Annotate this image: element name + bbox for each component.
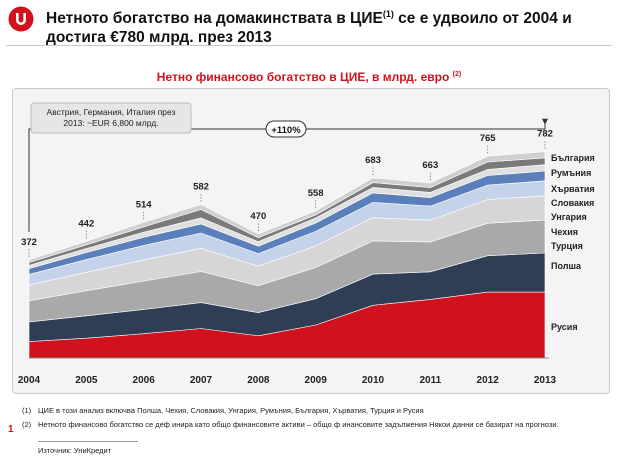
area-bulgaria: [28, 151, 546, 263]
annotation-box: [30, 102, 192, 134]
growth-badge: [265, 120, 307, 138]
total-data-label: 765: [480, 133, 497, 144]
page-number: 1: [8, 424, 14, 435]
x-tick-label: 2004: [18, 375, 41, 386]
total-data-label: 470: [250, 211, 266, 222]
growth-label: +110%: [271, 125, 301, 136]
total-data-label: 514: [136, 199, 153, 210]
x-tick-label: 2008: [247, 375, 270, 386]
chart-panel: 2004 2005 2006 2007 2008 2009 2010 2011 2012 2013…: [12, 88, 610, 394]
unicredit-logo-icon: [8, 6, 34, 32]
source-text: Източник: УниКредит: [38, 446, 112, 455]
x-tick-label: 2005: [75, 375, 98, 386]
x-tick-label: 2012: [477, 375, 500, 386]
chart-title: Нетно финансово богатство в ЦИЕ, в млрд.…: [156, 70, 462, 84]
series-label-romania: Румъния: [551, 168, 591, 178]
total-data-label: 683: [365, 155, 381, 166]
footnote-1: (1) ЦИЕ в този анализ включва Полша, Чех…: [22, 406, 424, 415]
annotation-text: Австрия, Германия, Италия през 2013: ~EUR…: [47, 107, 176, 128]
x-tick-label: 2006: [133, 375, 156, 386]
page-title: Нетното богатство на домакинствата в ЦИЕ…: [46, 9, 572, 47]
series-label-croatia: Хърватия: [551, 184, 595, 194]
series-label-czech: Чехия: [551, 227, 578, 237]
stacked-area-chart: 2004 2005 2006 2007 2008 2009 2010 2011 2012 2013…: [18, 102, 595, 386]
total-data-label: 663: [422, 160, 438, 171]
footnotes: (1) ЦИЕ в този анализ включва Полша, Чех…: [22, 406, 602, 430]
x-tick-label: 2007: [190, 375, 213, 386]
series-label-russia: Русия: [551, 322, 578, 332]
total-data-label: 782: [537, 129, 553, 140]
series-label-hungary: Унгария: [551, 212, 587, 222]
source-divider: [38, 441, 138, 442]
footnote-2: (2) Нетното финансово богатство се деф и…: [22, 420, 559, 429]
series-label-slovakia: Словакия: [551, 198, 594, 208]
x-tick-label: 2010: [362, 375, 385, 386]
x-tick-label: 2011: [419, 375, 441, 386]
total-data-label: 582: [193, 181, 209, 192]
x-tick-label: 2013: [534, 375, 557, 386]
total-data-label: 442: [78, 218, 94, 229]
x-tick-label: 2009: [305, 375, 328, 386]
total-data-label: 372: [21, 237, 37, 248]
title-divider: [6, 45, 612, 46]
growth-arrowhead: [542, 118, 548, 125]
series-label-poland: Полша: [551, 261, 582, 271]
total-data-label: 558: [308, 188, 324, 199]
series-label-turkey: Турция: [551, 241, 583, 251]
series-label-bulgaria: България: [551, 153, 595, 163]
